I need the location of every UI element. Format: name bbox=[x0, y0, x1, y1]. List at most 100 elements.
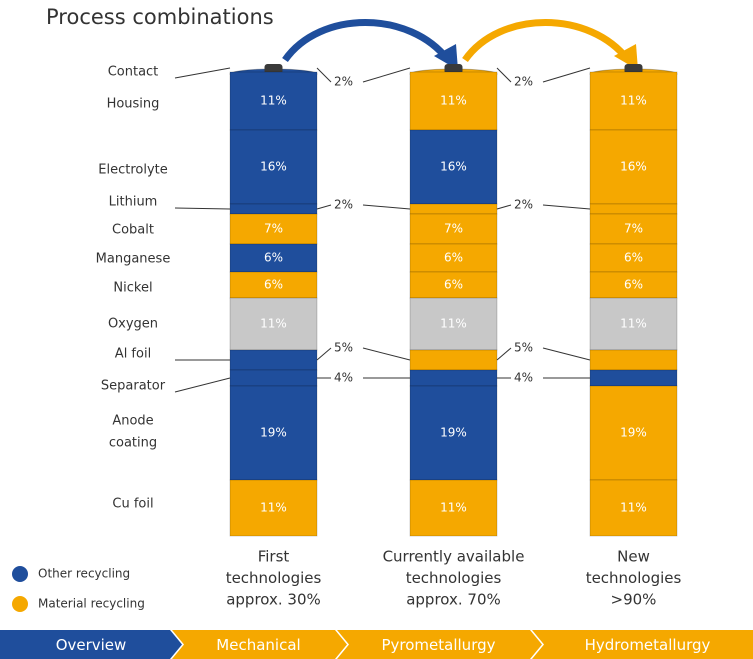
segment bbox=[229, 297, 318, 351]
segment-label: 6% bbox=[444, 251, 463, 265]
segment-label: 11% bbox=[260, 317, 287, 331]
segment-label: 7% bbox=[264, 222, 283, 236]
leader-line bbox=[362, 347, 411, 361]
segment bbox=[229, 203, 318, 215]
leader-line bbox=[496, 204, 512, 210]
component-name: Lithium bbox=[109, 195, 158, 210]
segment bbox=[229, 369, 318, 387]
segment-label: 16% bbox=[260, 160, 287, 174]
segment-label: 19% bbox=[440, 426, 467, 440]
contact-cap bbox=[444, 64, 463, 74]
segment-label: 6% bbox=[264, 251, 283, 265]
segment bbox=[589, 243, 678, 273]
segment-label: 11% bbox=[440, 94, 467, 108]
leader-line bbox=[542, 204, 591, 210]
segment-label: 7% bbox=[444, 222, 463, 236]
legend-dot bbox=[12, 596, 28, 612]
column-caption: approx. 70% bbox=[406, 591, 501, 609]
column-caption: approx. 30% bbox=[226, 591, 321, 609]
tab bbox=[172, 630, 347, 659]
segment-label: 6% bbox=[624, 278, 643, 292]
segment bbox=[589, 271, 678, 299]
segment-label: 16% bbox=[620, 160, 647, 174]
segment bbox=[409, 71, 498, 131]
leader-line bbox=[174, 377, 231, 393]
column-caption: New bbox=[617, 548, 650, 566]
segment bbox=[589, 213, 678, 245]
leader-line bbox=[316, 67, 332, 83]
component-name: Electrolyte bbox=[98, 163, 167, 178]
component-name: Anode bbox=[112, 414, 153, 429]
leader-line bbox=[542, 347, 591, 361]
segment bbox=[589, 71, 678, 131]
segment bbox=[229, 243, 318, 273]
segment bbox=[409, 385, 498, 481]
leader-line bbox=[542, 67, 591, 83]
legend-dot bbox=[12, 566, 28, 582]
tab-label: Hydrometallurgy bbox=[585, 636, 711, 654]
segment bbox=[409, 297, 498, 351]
contact-cap bbox=[624, 64, 643, 74]
segment bbox=[409, 479, 498, 537]
tab bbox=[337, 630, 542, 659]
arrow bbox=[282, 19, 451, 63]
component-name: Cu foil bbox=[112, 497, 153, 512]
component-name: coating bbox=[109, 436, 157, 451]
leader-line bbox=[174, 207, 231, 210]
segment bbox=[589, 129, 678, 205]
segment-label: 11% bbox=[620, 501, 647, 515]
arrow bbox=[462, 19, 631, 63]
segment bbox=[589, 203, 678, 215]
column-caption: technologies bbox=[226, 569, 322, 587]
share-label: 2% bbox=[334, 75, 353, 89]
segment bbox=[589, 385, 678, 481]
segment bbox=[229, 71, 318, 131]
tab-label: Overview bbox=[56, 636, 127, 654]
share-label: 5% bbox=[334, 341, 353, 355]
arrow-head bbox=[614, 44, 638, 70]
share-label: 2% bbox=[514, 198, 533, 212]
share-label: 2% bbox=[334, 198, 353, 212]
component-name: Contact bbox=[108, 65, 159, 80]
leader-line bbox=[174, 67, 231, 79]
leader-line bbox=[496, 347, 512, 361]
leader-line bbox=[316, 204, 332, 210]
column-caption: First bbox=[258, 548, 290, 566]
component-name: Cobalt bbox=[112, 223, 154, 238]
segment bbox=[589, 297, 678, 351]
segment-label: 6% bbox=[444, 278, 463, 292]
tab-label: Pyrometallurgy bbox=[382, 636, 496, 654]
segment-label: 11% bbox=[260, 94, 287, 108]
column-caption: >90% bbox=[611, 591, 657, 609]
segment-label: 7% bbox=[624, 222, 643, 236]
leader-line bbox=[362, 67, 411, 83]
segment bbox=[409, 349, 498, 371]
tab-label: Mechanical bbox=[216, 636, 300, 654]
legend-label: Material recycling bbox=[38, 597, 145, 611]
column-caption: Currently available bbox=[383, 548, 525, 566]
component-name: Al foil bbox=[115, 347, 151, 362]
segment-label: 19% bbox=[260, 426, 287, 440]
column-caption: technologies bbox=[586, 569, 682, 587]
share-label: 4% bbox=[334, 371, 353, 385]
component-name: Housing bbox=[107, 97, 160, 112]
segment-label: 11% bbox=[620, 317, 647, 331]
component-name: Separator bbox=[101, 379, 166, 394]
share-label: 4% bbox=[514, 371, 533, 385]
component-name: Oxygen bbox=[108, 317, 158, 332]
component-name: Manganese bbox=[96, 252, 171, 267]
tab bbox=[532, 630, 753, 659]
segment bbox=[229, 271, 318, 299]
contact-cap bbox=[264, 64, 283, 74]
segment bbox=[589, 349, 678, 371]
segment bbox=[589, 479, 678, 537]
segment bbox=[229, 479, 318, 537]
segment bbox=[409, 213, 498, 245]
segment bbox=[589, 369, 678, 387]
segment-label: 6% bbox=[624, 251, 643, 265]
segment-label: 6% bbox=[264, 278, 283, 292]
legend-label: Other recycling bbox=[38, 567, 130, 581]
segment-label: 19% bbox=[620, 426, 647, 440]
segment bbox=[229, 129, 318, 205]
